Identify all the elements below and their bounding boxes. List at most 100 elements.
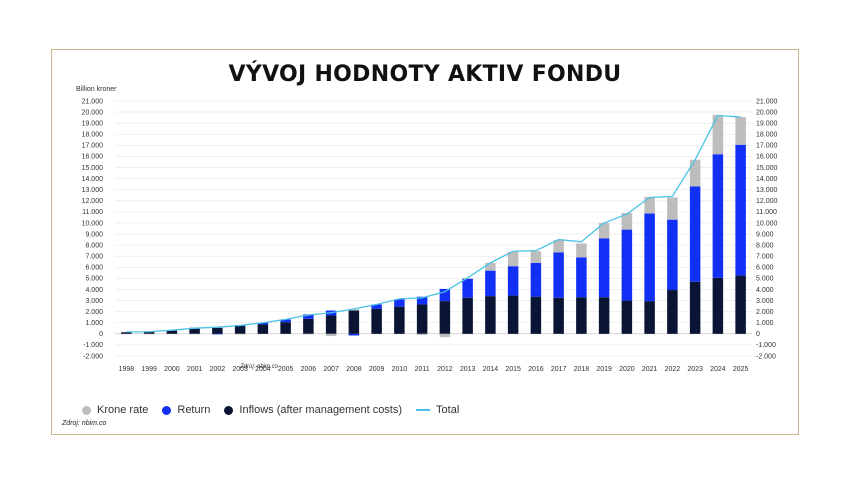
bar-krone-rate [667, 197, 678, 220]
y-tick-label-left: 8.000 [85, 242, 103, 249]
x-tick-label: 2010 [392, 366, 408, 373]
bar-return [394, 299, 405, 307]
y-tick-label-right: 1.000 [756, 320, 774, 327]
y-tick-label-right: 16.000 [756, 154, 778, 161]
bar-krone-rate [712, 114, 724, 155]
legend-swatch-krone [82, 405, 91, 415]
y-tick-label-right: 18.000 [756, 132, 778, 139]
bar-inflows [257, 324, 269, 334]
bar-inflows [598, 297, 610, 334]
bar-inflows [576, 297, 587, 334]
y-axis-left: -2.000 -1.000 0 1.000 2.000 3.000 4.000 5.000 6.… [82, 98, 104, 360]
bar-return [485, 270, 496, 297]
bar-krone-rate [530, 251, 542, 263]
y-tick-label-right: 21.000 [756, 98, 778, 105]
legend: Krone rate Return Inflows (after managem… [82, 402, 473, 418]
x-tick-label: 1998 [119, 366, 135, 373]
bar-krone-rate [553, 240, 564, 253]
x-tick-label: 2025 [733, 366, 749, 373]
bar-krone-rate [416, 333, 428, 335]
bar-krone-rate [598, 222, 610, 239]
bar-inflows [166, 330, 178, 334]
y-tick-label-left: 14.000 [82, 176, 104, 183]
bar-return [462, 278, 473, 298]
x-tick-label: 2022 [665, 366, 681, 373]
bar-krone-rate [121, 331, 132, 333]
x-tick-label: 2023 [687, 366, 703, 373]
bar-krone-rate [485, 262, 496, 271]
y-tick-label-left: -1.000 [83, 342, 103, 349]
y-tick-label-right: 17.000 [756, 143, 778, 150]
x-tick-label: 2018 [574, 366, 590, 373]
y-tick-label-right: 6.000 [756, 265, 774, 272]
bar-krone-rate [325, 333, 337, 337]
bar-inflows [371, 308, 382, 334]
bar-inflows [462, 297, 473, 334]
x-tick-label: 2005 [278, 366, 294, 373]
y-tick-label-right: 8.000 [756, 242, 774, 249]
bar-krone-rate [143, 333, 155, 335]
y-tick-label-left: 12.000 [82, 198, 104, 205]
bar-krone-rate [348, 309, 360, 311]
bar-return [530, 262, 542, 297]
x-tick-label: 2012 [437, 366, 453, 373]
x-tick-label: 2013 [460, 366, 476, 373]
bar-inflows [325, 315, 337, 334]
bar-return [439, 288, 451, 302]
legend-item-total: Total [416, 404, 459, 416]
page-title: VÝVOJ HODNOTY AKTIV FONDU [228, 62, 622, 87]
bar-return [621, 229, 633, 301]
x-tick-label: 1999 [141, 366, 157, 373]
y-tick-label-left: 0 [99, 331, 103, 338]
x-tick-label: 2019 [596, 366, 612, 373]
bar-krone-rate [621, 212, 633, 230]
bar-krone-rate [689, 159, 701, 187]
bar-inflows [143, 331, 155, 334]
y-tick-label-left: 6.000 [85, 265, 103, 272]
bar-inflows [189, 328, 200, 334]
x-tick-label: 2024 [710, 366, 726, 373]
bar-return [553, 252, 564, 298]
bar-krone-rate [507, 251, 519, 267]
y-tick-label-right: 13.000 [756, 187, 778, 194]
bar-inflows [348, 310, 360, 334]
y-tick-label-right: 20.000 [756, 109, 778, 116]
bar-return [212, 333, 223, 335]
y-tick-label-right: 0 [756, 331, 760, 338]
x-tick-label: 2004 [255, 366, 271, 373]
legend-label-krone: Krone rate [97, 404, 149, 416]
bar-inflows [303, 318, 314, 334]
y-tick-label-left: 16.000 [82, 154, 104, 161]
y-tick-label-right: -2.000 [756, 353, 776, 360]
legend-label-total: Total [436, 404, 460, 416]
bar-return [371, 304, 382, 309]
x-tick-label: 2021 [642, 366, 658, 373]
x-tick-label: 2009 [369, 366, 385, 373]
y-tick-label-left: 7.000 [85, 254, 103, 261]
y-tick-label-left: 11.000 [82, 209, 103, 216]
x-tick-label: 2007 [323, 366, 339, 373]
y-tick-label-left: -2.000 [83, 353, 103, 360]
bar-return [576, 257, 587, 298]
total-line [126, 114, 741, 333]
legend-label-inflows: Inflows (after management costs) [239, 404, 403, 416]
legend-item-krone: Krone rate [82, 404, 148, 416]
y-tick-label-left: 5.000 [85, 276, 103, 283]
bar-return [598, 238, 610, 298]
y-tick-label-right: 12.000 [756, 198, 778, 205]
bar-inflows [280, 322, 291, 334]
legend-swatch-inflows [224, 405, 234, 415]
x-tick-label: 2001 [187, 366, 203, 373]
x-tick-label: 2011 [415, 366, 430, 373]
bar-return [280, 319, 291, 323]
y-tick-label-left: 4.000 [85, 287, 103, 294]
y-axis-label: Billion kroner [76, 86, 117, 93]
bar-return [416, 296, 428, 305]
y-tick-label-right: 7.000 [756, 254, 774, 261]
bar-inflows [394, 306, 405, 334]
y-tick-label-right: 5.000 [756, 276, 774, 283]
y-tick-label-left: 18.000 [82, 132, 104, 139]
y-tick-label-left: 3.000 [85, 298, 103, 305]
bar-inflows [121, 332, 132, 334]
